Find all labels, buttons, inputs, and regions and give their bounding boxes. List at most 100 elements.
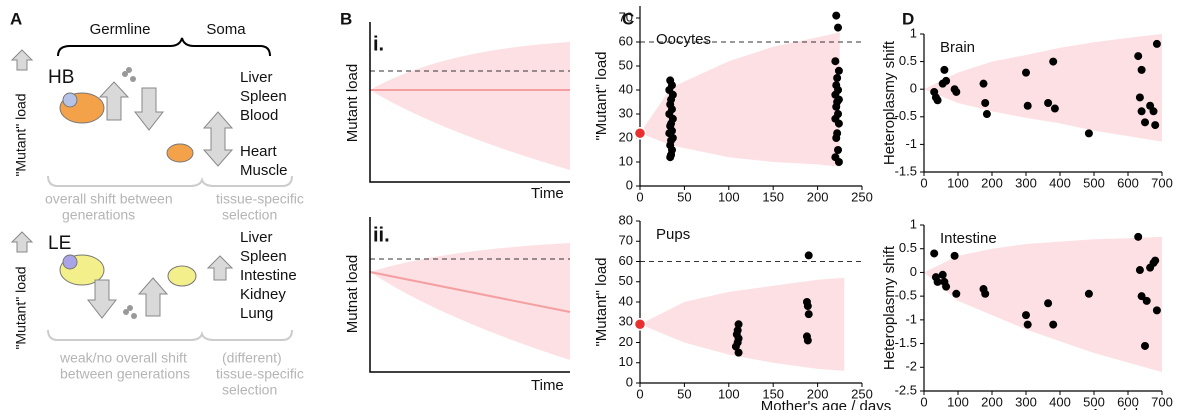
- panel-label: B: [340, 9, 352, 28]
- chart-title: Pups: [656, 226, 690, 243]
- y-tick-label: 80: [619, 212, 633, 227]
- point: [834, 119, 843, 128]
- y-tick-label: 1: [910, 216, 917, 231]
- point: [1022, 311, 1030, 320]
- trend-line: [369, 271, 571, 313]
- point: [1151, 121, 1160, 130]
- y-tick-label: 40: [619, 81, 633, 96]
- point: [834, 146, 843, 154]
- axes: [369, 217, 570, 373]
- y-tick-label: 60: [619, 253, 633, 268]
- x-tick-label: 50: [677, 189, 691, 204]
- arrow: [202, 111, 234, 167]
- x-tick-label: 100: [718, 189, 740, 204]
- x-tick-label: 200: [807, 386, 829, 401]
- band: [370, 243, 570, 360]
- tissue: Liver: [240, 229, 273, 246]
- note: tissue-specific: [216, 191, 304, 207]
- y-tick-label: -2.5: [895, 382, 917, 397]
- y-tick-label: 20: [619, 129, 633, 144]
- point: [831, 57, 840, 66]
- y-label: Mutnat load: [344, 255, 361, 333]
- arrow: [133, 87, 165, 131]
- point: [981, 289, 990, 298]
- x-tick-label: 700: [1151, 175, 1173, 190]
- point: [933, 277, 942, 286]
- point: [1135, 93, 1144, 102]
- point: [1023, 320, 1032, 329]
- arrow: [10, 231, 34, 253]
- note: overall shift between: [45, 191, 173, 207]
- point: [833, 74, 842, 82]
- y-tick-label: 1: [910, 25, 917, 40]
- oocyte: [127, 305, 133, 311]
- panel-label: C: [622, 9, 634, 28]
- axes: [369, 22, 570, 183]
- strain-label: LE: [48, 233, 71, 254]
- y-tick-label: 70: [619, 9, 633, 24]
- point: [952, 289, 961, 298]
- y-tick-label: -1.5: [895, 335, 917, 350]
- y-tick-label: -1.5: [895, 163, 917, 178]
- point: [832, 102, 841, 111]
- y-tick-label: 50: [619, 273, 633, 288]
- subpanel-label: i.: [373, 33, 384, 55]
- y-label: "Mutant" load: [13, 266, 29, 349]
- point: [942, 76, 951, 85]
- mouse: [166, 143, 194, 163]
- strain-label: HB: [48, 67, 74, 88]
- point: [1137, 65, 1146, 74]
- x-tick-label: 600: [1117, 394, 1139, 409]
- tissue: Kidney: [240, 286, 286, 303]
- point: [1141, 118, 1149, 127]
- x-tick-label: 150: [762, 386, 784, 401]
- oocyte: [131, 313, 137, 319]
- x-tick-label: 200: [807, 189, 829, 204]
- point: [1044, 299, 1053, 308]
- x-tick-label: 500: [1083, 175, 1105, 190]
- y-label: Mutant load: [344, 64, 361, 142]
- point: [803, 302, 812, 311]
- point: [1149, 107, 1158, 116]
- x-tick-label: 100: [718, 386, 740, 401]
- x-label: Time: [531, 185, 564, 202]
- y-label: "Mutant" load: [13, 93, 29, 176]
- y-tick-label: -2: [905, 359, 917, 374]
- arrow: [206, 255, 234, 281]
- point: [1023, 101, 1032, 110]
- oocyte: [130, 76, 136, 82]
- tissue: Muscle: [240, 162, 288, 179]
- y-tick-label: 0: [626, 374, 633, 389]
- arrow: [98, 81, 130, 121]
- point: [933, 96, 942, 105]
- y-label: "Mutant" load: [593, 257, 610, 346]
- oocyte: [123, 309, 129, 315]
- point: [981, 99, 990, 107]
- tissue: Heart: [240, 143, 278, 160]
- x-tick-label: 150: [762, 189, 784, 204]
- point: [832, 11, 841, 20]
- y-tick-label: 40: [619, 293, 633, 308]
- y-tick-label: 20: [619, 334, 633, 349]
- note: weak/no overall shift: [59, 350, 187, 366]
- y-label: Heteroplasmy shift: [881, 245, 898, 370]
- band: [370, 42, 570, 170]
- point: [804, 251, 813, 260]
- point: [938, 270, 947, 279]
- chart-title: Oocytes: [656, 31, 711, 48]
- point: [1084, 289, 1093, 298]
- chart-title: Intestine: [940, 230, 997, 247]
- point: [834, 23, 843, 32]
- point: [930, 249, 939, 258]
- point: [1022, 68, 1030, 77]
- x-tick-label: 300: [1015, 394, 1037, 409]
- y-tick-label: 0.5: [899, 53, 917, 68]
- panel-label: D: [902, 9, 914, 28]
- x-tick-label: 400: [1049, 394, 1071, 409]
- arrow: [10, 49, 34, 71]
- point: [1137, 292, 1146, 301]
- point: [1134, 232, 1143, 241]
- y-tick-label: 70: [619, 233, 633, 248]
- x-tick-label: 500: [1083, 394, 1105, 409]
- x-tick-label: 0: [920, 394, 927, 409]
